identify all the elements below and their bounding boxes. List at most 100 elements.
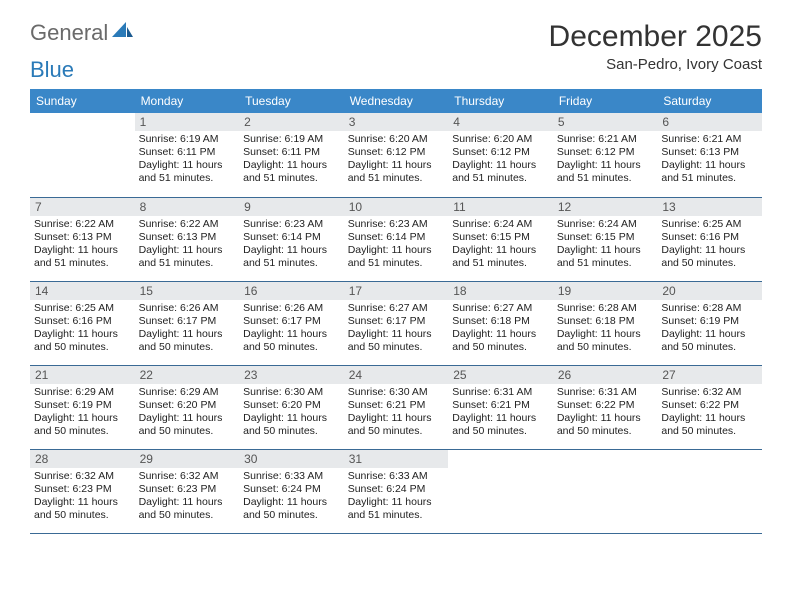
day-info: Sunrise: 6:19 AMSunset: 6:11 PMDaylight:… (135, 131, 240, 189)
weekday-header: Wednesday (344, 89, 449, 113)
logo-text-general: General (30, 20, 108, 46)
calendar-cell: 27Sunrise: 6:32 AMSunset: 6:22 PMDayligh… (657, 365, 762, 449)
calendar-cell: 30Sunrise: 6:33 AMSunset: 6:24 PMDayligh… (239, 449, 344, 533)
day-number: 19 (553, 282, 658, 300)
calendar-cell: 12Sunrise: 6:24 AMSunset: 6:15 PMDayligh… (553, 197, 658, 281)
calendar-cell: 2Sunrise: 6:19 AMSunset: 6:11 PMDaylight… (239, 113, 344, 197)
calendar-cell: 8Sunrise: 6:22 AMSunset: 6:13 PMDaylight… (135, 197, 240, 281)
calendar-row: 14Sunrise: 6:25 AMSunset: 6:16 PMDayligh… (30, 281, 762, 365)
calendar-cell: 17Sunrise: 6:27 AMSunset: 6:17 PMDayligh… (344, 281, 449, 365)
day-number: 28 (30, 450, 135, 468)
calendar-cell: 26Sunrise: 6:31 AMSunset: 6:22 PMDayligh… (553, 365, 658, 449)
day-info: Sunrise: 6:20 AMSunset: 6:12 PMDaylight:… (344, 131, 449, 189)
title-block: December 2025 San-Pedro, Ivory Coast (549, 20, 762, 73)
day-number: 22 (135, 366, 240, 384)
calendar-cell: 19Sunrise: 6:28 AMSunset: 6:18 PMDayligh… (553, 281, 658, 365)
calendar-row: 7Sunrise: 6:22 AMSunset: 6:13 PMDaylight… (30, 197, 762, 281)
calendar-cell: 16Sunrise: 6:26 AMSunset: 6:17 PMDayligh… (239, 281, 344, 365)
calendar-cell: 25Sunrise: 6:31 AMSunset: 6:21 PMDayligh… (448, 365, 553, 449)
calendar-cell (553, 449, 658, 533)
day-number: 5 (553, 113, 658, 131)
calendar-cell: 22Sunrise: 6:29 AMSunset: 6:20 PMDayligh… (135, 365, 240, 449)
day-number: 27 (657, 366, 762, 384)
day-number: 16 (239, 282, 344, 300)
logo-text-blue: Blue (30, 57, 74, 82)
calendar-cell: 4Sunrise: 6:20 AMSunset: 6:12 PMDaylight… (448, 113, 553, 197)
day-info: Sunrise: 6:27 AMSunset: 6:17 PMDaylight:… (344, 300, 449, 358)
calendar-cell: 11Sunrise: 6:24 AMSunset: 6:15 PMDayligh… (448, 197, 553, 281)
calendar-cell: 18Sunrise: 6:27 AMSunset: 6:18 PMDayligh… (448, 281, 553, 365)
day-info: Sunrise: 6:31 AMSunset: 6:21 PMDaylight:… (448, 384, 553, 442)
day-info: Sunrise: 6:30 AMSunset: 6:21 PMDaylight:… (344, 384, 449, 442)
day-info: Sunrise: 6:28 AMSunset: 6:19 PMDaylight:… (657, 300, 762, 358)
calendar-cell (448, 449, 553, 533)
calendar-row: 1Sunrise: 6:19 AMSunset: 6:11 PMDaylight… (30, 113, 762, 197)
day-number: 8 (135, 198, 240, 216)
day-number: 29 (135, 450, 240, 468)
day-info: Sunrise: 6:19 AMSunset: 6:11 PMDaylight:… (239, 131, 344, 189)
calendar-cell: 10Sunrise: 6:23 AMSunset: 6:14 PMDayligh… (344, 197, 449, 281)
month-title: December 2025 (549, 20, 762, 54)
day-info: Sunrise: 6:26 AMSunset: 6:17 PMDaylight:… (239, 300, 344, 358)
day-info: Sunrise: 6:21 AMSunset: 6:13 PMDaylight:… (657, 131, 762, 189)
day-number: 30 (239, 450, 344, 468)
day-number: 9 (239, 198, 344, 216)
day-info: Sunrise: 6:24 AMSunset: 6:15 PMDaylight:… (553, 216, 658, 274)
day-number: 18 (448, 282, 553, 300)
weekday-header: Sunday (30, 89, 135, 113)
calendar-cell: 5Sunrise: 6:21 AMSunset: 6:12 PMDaylight… (553, 113, 658, 197)
calendar-cell: 21Sunrise: 6:29 AMSunset: 6:19 PMDayligh… (30, 365, 135, 449)
weekday-header: Saturday (657, 89, 762, 113)
day-info: Sunrise: 6:30 AMSunset: 6:20 PMDaylight:… (239, 384, 344, 442)
logo: General (30, 20, 136, 46)
day-number: 11 (448, 198, 553, 216)
day-number: 20 (657, 282, 762, 300)
calendar-row: 28Sunrise: 6:32 AMSunset: 6:23 PMDayligh… (30, 449, 762, 533)
location: San-Pedro, Ivory Coast (549, 56, 762, 73)
day-info: Sunrise: 6:27 AMSunset: 6:18 PMDaylight:… (448, 300, 553, 358)
calendar-cell: 3Sunrise: 6:20 AMSunset: 6:12 PMDaylight… (344, 113, 449, 197)
day-number: 14 (30, 282, 135, 300)
calendar-cell: 9Sunrise: 6:23 AMSunset: 6:14 PMDaylight… (239, 197, 344, 281)
weekday-header: Friday (553, 89, 658, 113)
calendar-cell: 20Sunrise: 6:28 AMSunset: 6:19 PMDayligh… (657, 281, 762, 365)
calendar-cell: 7Sunrise: 6:22 AMSunset: 6:13 PMDaylight… (30, 197, 135, 281)
day-number: 4 (448, 113, 553, 131)
day-info: Sunrise: 6:33 AMSunset: 6:24 PMDaylight:… (239, 468, 344, 526)
day-info: Sunrise: 6:25 AMSunset: 6:16 PMDaylight:… (30, 300, 135, 358)
weekday-header: Tuesday (239, 89, 344, 113)
day-number: 7 (30, 198, 135, 216)
calendar-cell: 14Sunrise: 6:25 AMSunset: 6:16 PMDayligh… (30, 281, 135, 365)
day-info: Sunrise: 6:22 AMSunset: 6:13 PMDaylight:… (135, 216, 240, 274)
calendar-cell: 24Sunrise: 6:30 AMSunset: 6:21 PMDayligh… (344, 365, 449, 449)
day-info: Sunrise: 6:32 AMSunset: 6:23 PMDaylight:… (135, 468, 240, 526)
day-info: Sunrise: 6:20 AMSunset: 6:12 PMDaylight:… (448, 131, 553, 189)
sail-icon (112, 22, 134, 45)
day-number: 24 (344, 366, 449, 384)
day-info: Sunrise: 6:28 AMSunset: 6:18 PMDaylight:… (553, 300, 658, 358)
calendar-row: 21Sunrise: 6:29 AMSunset: 6:19 PMDayligh… (30, 365, 762, 449)
day-number: 15 (135, 282, 240, 300)
day-info: Sunrise: 6:22 AMSunset: 6:13 PMDaylight:… (30, 216, 135, 274)
day-info: Sunrise: 6:25 AMSunset: 6:16 PMDaylight:… (657, 216, 762, 274)
day-number: 31 (344, 450, 449, 468)
day-info: Sunrise: 6:33 AMSunset: 6:24 PMDaylight:… (344, 468, 449, 526)
day-number: 3 (344, 113, 449, 131)
calendar-cell: 13Sunrise: 6:25 AMSunset: 6:16 PMDayligh… (657, 197, 762, 281)
day-info: Sunrise: 6:32 AMSunset: 6:23 PMDaylight:… (30, 468, 135, 526)
calendar-table: SundayMondayTuesdayWednesdayThursdayFrid… (30, 89, 762, 534)
day-info: Sunrise: 6:21 AMSunset: 6:12 PMDaylight:… (553, 131, 658, 189)
calendar-cell (30, 113, 135, 197)
calendar-cell (657, 449, 762, 533)
calendar-body: 1Sunrise: 6:19 AMSunset: 6:11 PMDaylight… (30, 113, 762, 533)
calendar-cell: 28Sunrise: 6:32 AMSunset: 6:23 PMDayligh… (30, 449, 135, 533)
calendar-cell: 29Sunrise: 6:32 AMSunset: 6:23 PMDayligh… (135, 449, 240, 533)
day-info: Sunrise: 6:26 AMSunset: 6:17 PMDaylight:… (135, 300, 240, 358)
weekday-header: Thursday (448, 89, 553, 113)
day-number: 17 (344, 282, 449, 300)
day-info: Sunrise: 6:29 AMSunset: 6:19 PMDaylight:… (30, 384, 135, 442)
day-info: Sunrise: 6:31 AMSunset: 6:22 PMDaylight:… (553, 384, 658, 442)
day-number: 23 (239, 366, 344, 384)
calendar-cell: 6Sunrise: 6:21 AMSunset: 6:13 PMDaylight… (657, 113, 762, 197)
day-number: 10 (344, 198, 449, 216)
